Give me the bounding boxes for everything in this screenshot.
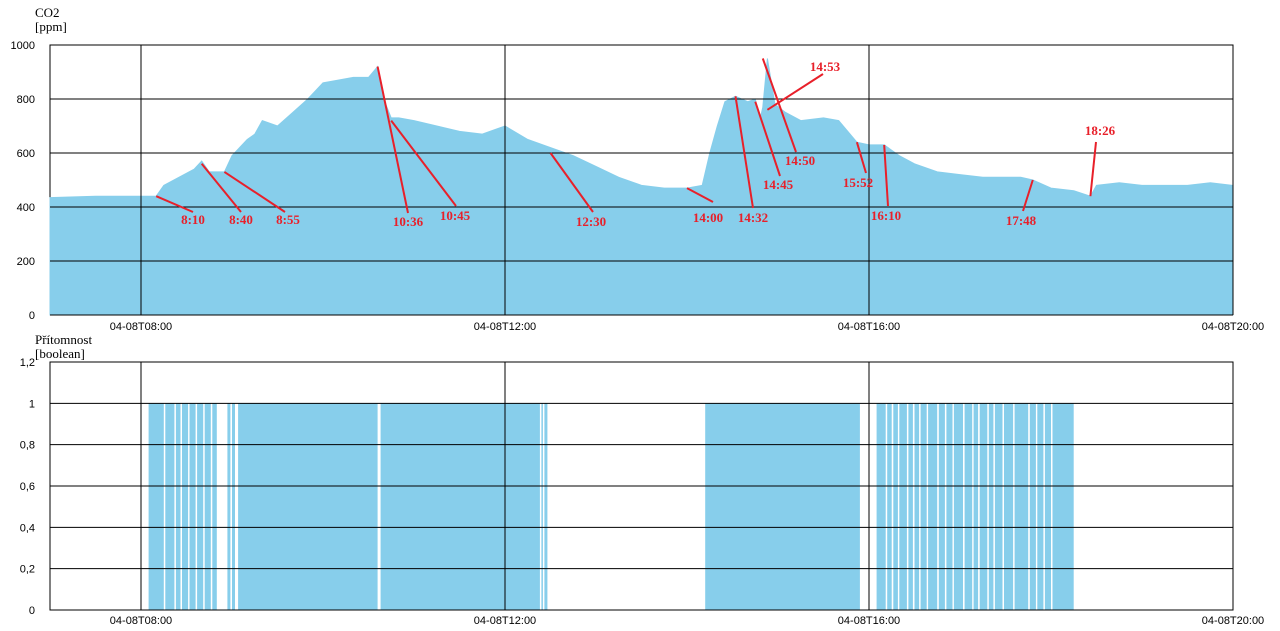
presence-bar [227, 403, 231, 610]
annotation-label: 16:10 [871, 208, 901, 223]
presence-bar [908, 403, 913, 610]
presence-ytick-label: 0,6 [20, 481, 35, 493]
annotation-line [754, 101, 781, 177]
annotation-label: 14:00 [693, 210, 723, 225]
presence-ytick-label: 1,2 [20, 357, 35, 369]
presence-xtick-label: 04-08T16:00 [838, 615, 900, 627]
presence-bar [1014, 403, 1029, 610]
annotation-label: 10:45 [440, 208, 471, 223]
presence-bar [541, 403, 543, 610]
annotation-label: 10:36 [393, 214, 424, 229]
co2-xtick-label: 04-08T08:00 [110, 321, 172, 333]
annotation-label: 12:30 [576, 214, 606, 229]
presence-bar [1052, 403, 1074, 610]
presence-bar [212, 403, 217, 610]
presence-bar [238, 403, 378, 610]
presence-bar [175, 403, 181, 610]
annotation-line [1089, 141, 1097, 197]
annotation-label: 17:48 [1006, 213, 1037, 228]
co2-ylabel: CO2 [ppm] [35, 6, 67, 34]
co2-ylabel-title: CO2 [35, 5, 60, 20]
presence-bar [1029, 403, 1036, 610]
co2-ytick-label: 200 [17, 256, 35, 268]
presence-bar [165, 403, 175, 610]
presence-bar [979, 403, 988, 610]
presence-bar [204, 403, 211, 610]
presence-bar [988, 403, 994, 610]
annotation-label: 8:55 [276, 212, 300, 227]
presence-bar [938, 403, 945, 610]
presence-xtick-label: 04-08T20:00 [1202, 615, 1264, 627]
annotation-line [686, 187, 714, 203]
presence-bar [964, 403, 973, 610]
presence-bar [973, 403, 979, 610]
annotation-label: 14:50 [785, 153, 815, 168]
annotation-line [390, 119, 457, 207]
co2-ytick-label: 800 [17, 94, 35, 106]
annotation-label: 15:52 [843, 175, 873, 190]
annotation-line [883, 144, 889, 207]
annotation-line [549, 152, 594, 213]
annotation-line [761, 58, 797, 153]
co2-ytick-label: 1000 [11, 40, 35, 52]
annotation-line [223, 171, 286, 213]
co2-ytick-label: 600 [17, 148, 35, 160]
annotation-label: 14:45 [763, 177, 794, 192]
co2-ylabel-unit: [ppm] [35, 19, 67, 34]
presence-bar [232, 403, 235, 610]
annotation-label: 8:10 [181, 212, 205, 227]
co2-xtick-label: 04-08T12:00 [474, 321, 536, 333]
presence-ytick-label: 0 [29, 605, 35, 617]
presence-ylabel-title: Přítomnost [35, 332, 93, 347]
presence-bar [899, 403, 907, 610]
annotation-label: 8:40 [229, 212, 253, 227]
presence-bar [920, 403, 927, 610]
co2-xtick-label: 04-08T16:00 [838, 321, 900, 333]
presence-bar [887, 403, 892, 610]
presence-bar [946, 403, 953, 610]
annotation-label: 18:26 [1085, 123, 1116, 138]
presence-bar [994, 403, 1003, 610]
annotation-line [1022, 179, 1034, 212]
annotation-line [376, 66, 409, 214]
annotation-line [200, 163, 242, 213]
presence-bar [928, 403, 938, 610]
annotation-line [766, 73, 824, 111]
presence-bar [182, 403, 189, 610]
co2-xtick-label: 04-08T20:00 [1202, 321, 1264, 333]
presence-bar [893, 403, 898, 610]
annotation-label: 14:32 [738, 210, 768, 225]
presence-xtick-label: 04-08T08:00 [110, 615, 172, 627]
presence-ylabel: Přítomnost [boolean] [35, 333, 92, 361]
presence-ytick-label: 0,2 [20, 564, 35, 576]
presence-bar [953, 403, 963, 610]
presence-ytick-label: 0,4 [20, 522, 35, 534]
annotation-line [855, 141, 867, 174]
presence-bar [1044, 403, 1051, 610]
presence-bar [189, 403, 196, 610]
presence-bar [705, 403, 860, 610]
presence-ytick-label: 1 [29, 398, 35, 410]
annotation-label: 14:53 [810, 59, 841, 74]
presence-bar [148, 403, 164, 610]
presence-xtick-label: 04-08T12:00 [474, 615, 536, 627]
presence-bar [876, 403, 886, 610]
presence-bar [1037, 403, 1044, 610]
presence-bar [1004, 403, 1014, 610]
presence-ylabel-unit: [boolean] [35, 346, 85, 361]
presence-bar [197, 403, 204, 610]
annotation-line [734, 96, 754, 209]
presence-bar [544, 403, 548, 610]
co2-ytick-label: 400 [17, 202, 35, 214]
presence-ytick-label: 0,8 [20, 440, 35, 452]
presence-bar [914, 403, 920, 610]
annotation-line [155, 195, 194, 213]
presence-bar [380, 403, 540, 610]
co2-ytick-label: 0 [29, 310, 35, 322]
